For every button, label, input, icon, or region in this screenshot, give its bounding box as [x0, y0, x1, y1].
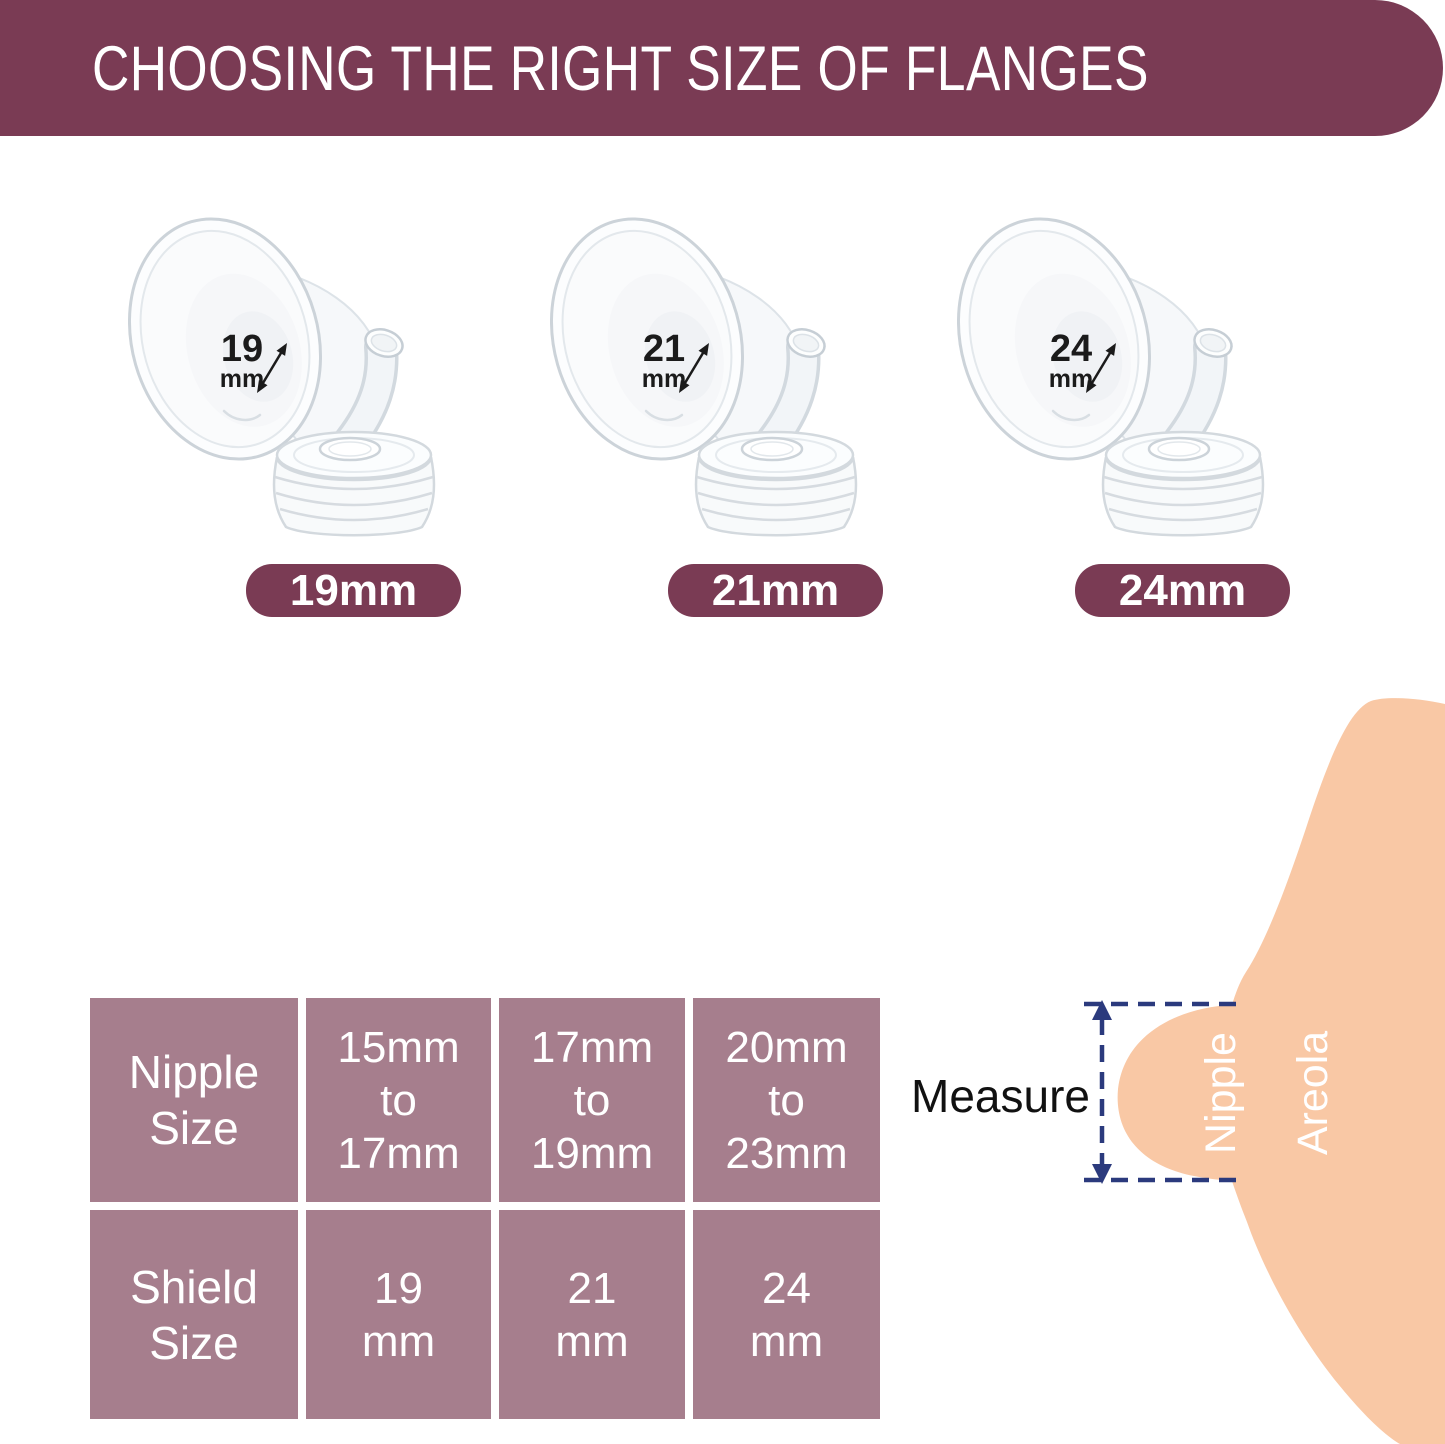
measure-arrow-up-icon — [1092, 1000, 1112, 1020]
flange-diameter-value: 19 — [221, 328, 263, 370]
flange-shape — [128, 196, 434, 535]
table-cell-nipple-17-19: 17mm to 19mm — [499, 998, 685, 1202]
page-title: CHOOSING THE RIGHT SIZE OF FLANGES — [92, 34, 1149, 104]
size-pill-24mm: 24mm — [1075, 564, 1290, 617]
flange-shape — [957, 196, 1263, 535]
flange-illustration-21mm: 21 mm — [550, 195, 860, 545]
nipple-label: Nipple — [1197, 1032, 1245, 1154]
size-pill-label: 24mm — [1118, 565, 1247, 615]
measure-arrow-down-icon — [1092, 1164, 1112, 1184]
flange-illustration-19mm: 19 mm — [128, 195, 438, 545]
table-cell-nipple-15-17: 15mm to 17mm — [306, 998, 491, 1202]
table-cell-shield-21: 21 mm — [499, 1210, 685, 1419]
table-cell-nipple-20-23: 20mm to 23mm — [693, 998, 880, 1202]
size-table: Nipple Size 15mm to 17mm 17mm to 19mm 20… — [90, 998, 880, 1419]
breast-measurement-diagram: Nipple Areola — [1084, 698, 1445, 1444]
breast-shape — [1117, 698, 1445, 1444]
flange-shape — [550, 196, 856, 535]
flange-diameter-unit: mm — [220, 365, 264, 393]
header-banner: CHOOSING THE RIGHT SIZE OF FLANGES — [0, 0, 1443, 136]
table-header-shield-size: Shield Size — [90, 1210, 298, 1419]
flange-diameter-value: 24 — [1050, 328, 1092, 370]
size-pill-label: 21mm — [711, 565, 840, 615]
table-cell-shield-19: 19 mm — [306, 1210, 491, 1419]
flange-diameter-unit: mm — [1049, 365, 1093, 393]
size-pill-19mm: 19mm — [246, 564, 461, 617]
table-header-nipple-size: Nipple Size — [90, 998, 298, 1202]
flange-illustration-24mm: 24 mm — [957, 195, 1267, 545]
measure-label: Measure — [911, 1070, 1090, 1122]
areola-label: Areola — [1289, 1031, 1337, 1155]
flange-diameter-unit: mm — [642, 365, 686, 393]
table-cell-shield-24: 24 mm — [693, 1210, 880, 1419]
size-pill-21mm: 21mm — [668, 564, 883, 617]
flange-diameter-value: 21 — [643, 328, 685, 370]
size-pill-label: 19mm — [289, 565, 418, 615]
